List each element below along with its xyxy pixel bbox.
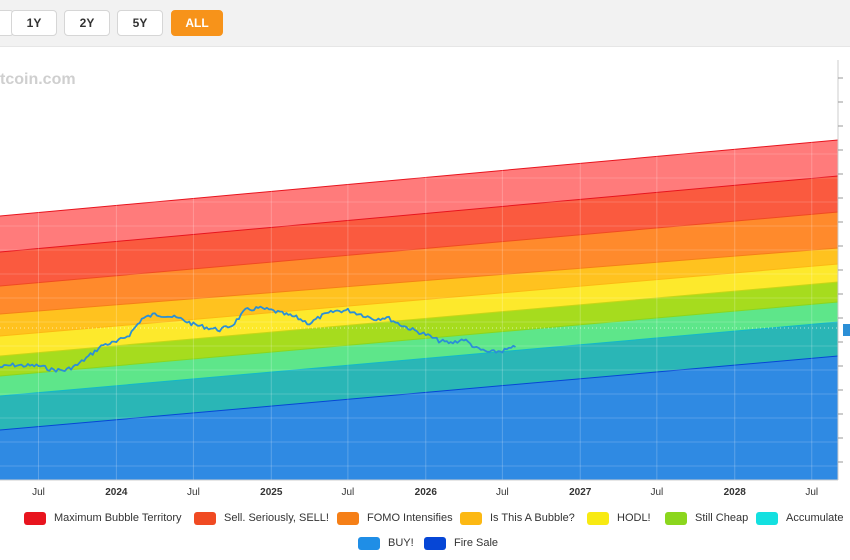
band-edge [0,301,839,377]
band-sell-seriously-sell [0,176,838,286]
legend-swatch [424,536,446,550]
x-tick-label: 2028 [724,487,747,498]
band-edge [0,281,839,357]
x-tick-label: 2027 [569,487,592,498]
legend-item-accumulate[interactable]: Accumulate [756,510,843,526]
legend-swatch [460,511,482,525]
legend-item-sell-seriously-sell[interactable]: Sell. Seriously, SELL! [194,510,329,526]
x-tick-label: Jul [496,487,509,498]
x-tick-label: 2024 [105,487,128,498]
legend-item-hodl[interactable]: HODL! [587,510,651,526]
legend-swatch [24,511,46,525]
range-button-5y[interactable]: 5Y [117,10,163,36]
band-fomo-intensifies [0,212,838,314]
x-tick-label: Jul [187,487,200,498]
rainbow-chart: tcoin.com Jul 2024 Jul 2025 Jul 2026 Jul 2027 Ju… [0,60,850,498]
legend-item-fomo-intensifies[interactable]: FOMO Intensifies [337,510,453,526]
range-button-1y[interactable]: 1Y [11,10,57,36]
band-buy [0,322,838,430]
legend-label: BUY! [388,537,414,549]
x-tick-label: 2026 [415,487,438,498]
grid-lines [0,60,843,480]
legend-swatch [194,511,216,525]
watermark-text: tcoin.com [0,71,76,88]
legend-label: Is This A Bubble? [490,512,575,524]
legend-label: Accumulate [786,512,844,524]
legend-label: Fire Sale [454,537,499,549]
x-tick-label: Jul [32,487,45,498]
range-button-all[interactable]: ALL [171,10,223,36]
band-edge [0,211,839,287]
legend-swatch [358,536,380,550]
band-is-this-a-bubble [0,248,838,336]
band-edge [0,139,839,217]
legend-swatch [756,511,778,525]
legend-swatch [665,511,687,525]
range-button-2y[interactable]: 2Y [64,10,110,36]
scroll-handle[interactable] [843,324,850,336]
legend-label: HODL! [617,512,651,524]
band-edge [0,263,839,337]
legend-item-fire-sale[interactable]: Fire Sale [424,535,498,551]
price-series-line [0,305,516,373]
x-tick-label: Jul [341,487,354,498]
legend: Maximum Bubble Territory Sell. Seriously… [0,500,850,560]
band-accumulate [0,302,838,396]
legend-label: Still Cheap [695,512,749,524]
legend-swatch [587,511,609,525]
band-edge [0,175,839,253]
x-tick-label: Jul [805,487,818,498]
band-maximum-bubble-territory [0,140,838,252]
band-hodl [0,264,838,356]
legend-label: Sell. Seriously, SELL! [224,512,329,524]
legend-swatch [337,511,359,525]
band-edge [0,355,839,431]
legend-label: Maximum Bubble Territory [54,512,182,524]
legend-item-maximum-bubble-territory[interactable]: Maximum Bubble Territory [24,510,182,526]
band-edge [0,321,839,397]
legend-item-still-cheap[interactable]: Still Cheap [665,510,748,526]
x-tick-label: Jul [650,487,663,498]
x-tick-label: 2025 [260,487,283,498]
legend-item-is-this-a-bubble[interactable]: Is This A Bubble? [460,510,575,526]
band-still-cheap [0,282,838,376]
rainbow-bands [0,60,839,480]
range-toolbar: 1Y 2Y 5Y ALL [0,0,850,47]
x-axis: Jul 2024 Jul 2025 Jul 2026 Jul 2027 Jul 2028 Jul [0,479,838,498]
price-line [0,305,516,373]
legend-item-buy[interactable]: BUY! [358,535,414,551]
band-fire-sale [0,356,838,480]
band-edge [0,247,839,315]
legend-label: FOMO Intensifies [367,512,453,524]
